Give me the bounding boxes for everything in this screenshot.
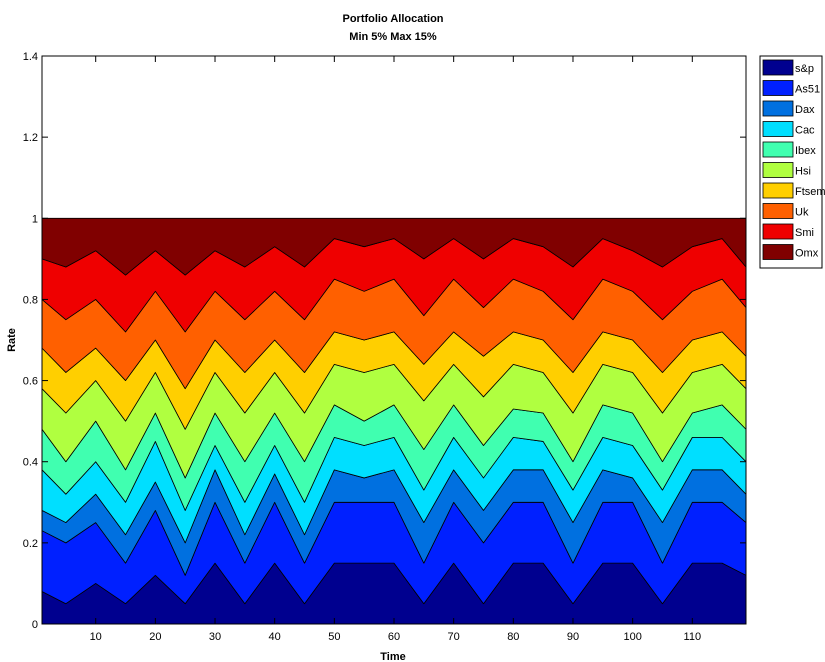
legend-swatch-smi	[762, 223, 794, 240]
stacked-areas	[41, 217, 747, 625]
legend-swatch-cac	[762, 121, 794, 137]
legend-label-as51: As51	[795, 84, 820, 96]
legend-label-ibex: Ibex	[795, 145, 816, 157]
legend-label-omx: Omx	[795, 248, 819, 260]
y-tick-label-0.2: 0.2	[23, 538, 38, 550]
y-tick-label-0.4: 0.4	[23, 457, 38, 469]
legend-swatch-dax	[762, 100, 794, 117]
legend-swatch-omx	[762, 244, 794, 260]
x-tick-label-20: 20	[149, 631, 161, 643]
legend-swatch-uk	[762, 203, 794, 219]
x-axis-label: Time	[380, 651, 405, 662]
x-tick-label-100: 100	[623, 631, 641, 643]
axes: 10 20 30 40 50 60 70 80 90 100 110 0 0.2 0.4 0.6 0.8 1 1.…	[23, 51, 746, 643]
x-tick-label-60: 60	[388, 631, 400, 643]
legend-label-cac: Cac	[795, 125, 815, 137]
x-tick-label-40: 40	[269, 631, 281, 643]
chart-subtitle: Min 5% Max 15%	[349, 31, 437, 43]
x-tick-label-50: 50	[328, 631, 340, 643]
legend-swatch-as51	[762, 80, 794, 96]
y-tick-label-0.6: 0.6	[23, 376, 38, 388]
legend: s&p As51 Dax Cac Ibex Hsi Ftsemi Uk Smi Omx	[759, 55, 825, 269]
legend-label-ftsemi: Ftsemi	[795, 186, 825, 198]
legend-swatch-sp	[762, 59, 794, 76]
y-tick-label-1: 1	[32, 213, 38, 225]
y-tick-label-1.4: 1.4	[23, 51, 38, 63]
legend-label-uk: Uk	[795, 207, 809, 219]
y-tick-label-0: 0	[32, 619, 38, 631]
x-tick-label-70: 70	[448, 631, 460, 643]
y-tick-label-0.8: 0.8	[23, 294, 38, 306]
y-tick-label-1.2: 1.2	[23, 132, 38, 144]
legend-swatch-ftsemi	[762, 182, 794, 199]
legend-swatch-ibex	[762, 141, 794, 158]
y-axis-label: Rate	[6, 328, 18, 352]
legend-label-hsi: Hsi	[795, 166, 811, 178]
legend-label-dax: Dax	[795, 104, 815, 116]
x-tick-label-30: 30	[209, 631, 221, 643]
x-tick-label-80: 80	[507, 631, 519, 643]
x-tick-label-110: 110	[684, 631, 702, 643]
x-tick-label-10: 10	[90, 631, 102, 643]
x-tick-label-90: 90	[567, 631, 579, 643]
legend-label-smi: Smi	[795, 227, 814, 239]
chart-title: Portfolio Allocation	[342, 13, 443, 25]
legend-label-sp: s&p	[795, 63, 814, 75]
legend-swatch-hsi	[762, 162, 794, 178]
